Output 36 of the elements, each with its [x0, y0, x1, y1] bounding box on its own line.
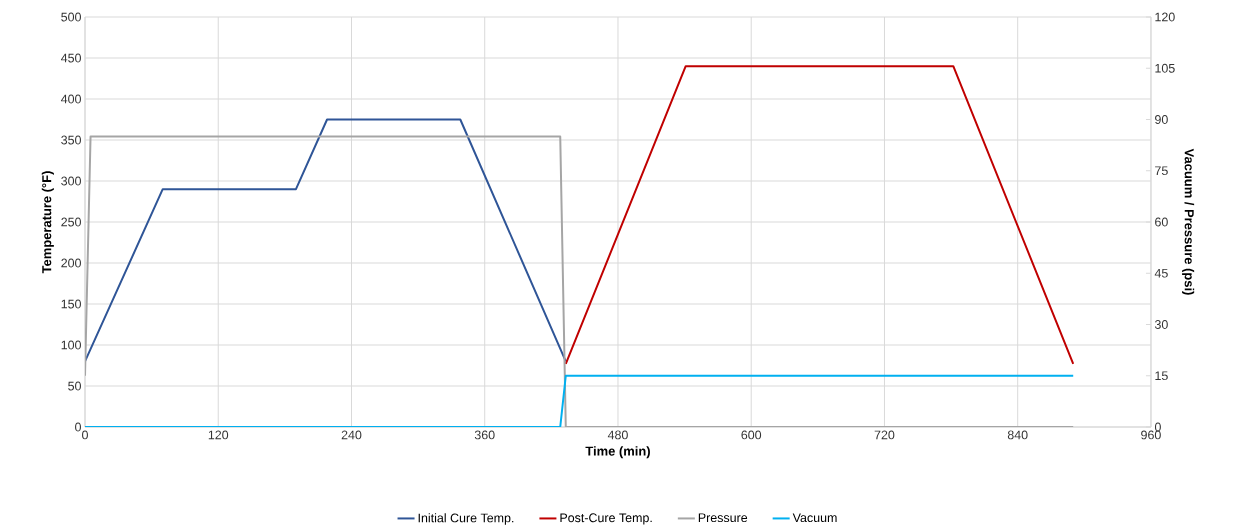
y2-tick-label: 45	[1154, 268, 1168, 278]
y2-tick-label: 60	[1155, 217, 1168, 227]
legend-label: Post-Cure Temp.	[560, 513, 652, 525]
y-tick-label: 450	[60, 53, 81, 63]
legend-label: Pressure	[698, 513, 748, 523]
x-tick-label: 360	[474, 430, 495, 440]
y-tick-label: 400	[60, 94, 81, 104]
y2-axis-title: Vacuum / Pressure (psi)	[1182, 148, 1195, 295]
legend-label: Initial Cure Temp.	[418, 513, 514, 525]
y-tick-label: 100	[61, 340, 81, 350]
x-tick-label: 0	[82, 430, 88, 440]
y-tick-label: 200	[61, 258, 81, 268]
y-tick-label: 350	[61, 135, 81, 145]
y-tick-label: 300	[61, 176, 81, 186]
x-tick-label: 240	[341, 430, 362, 440]
x-tick-label: 840	[1007, 430, 1028, 440]
y-tick-label: 250	[61, 217, 81, 227]
x-tick-label: 120	[208, 430, 229, 440]
x-tick-label: 480	[607, 430, 628, 440]
y2-tick-label: 105	[1155, 63, 1175, 73]
y2-tick-label: 30	[1154, 320, 1168, 329]
y2-tick-label: 90	[1155, 115, 1168, 124]
y-tick-label: 500	[61, 12, 81, 22]
legend-label: Vacuum	[792, 513, 837, 523]
y-axis-title: Temperature (°F)	[41, 171, 54, 274]
y-tick-label: 50	[68, 381, 81, 391]
y2-tick-label: 0	[1154, 422, 1161, 432]
x-tick-label: 960	[1141, 430, 1161, 440]
y2-tick-label: 75	[1155, 166, 1168, 176]
x-tick-label: 600	[741, 430, 762, 440]
y2-tick-label: 120	[1155, 12, 1175, 22]
x-axis-title: Time (min)	[585, 446, 650, 459]
y-tick-label: 150	[61, 299, 81, 309]
y-tick-label: 0	[75, 422, 81, 432]
x-tick-label: 720	[874, 430, 895, 440]
y2-tick-label: 15	[1155, 371, 1168, 381]
